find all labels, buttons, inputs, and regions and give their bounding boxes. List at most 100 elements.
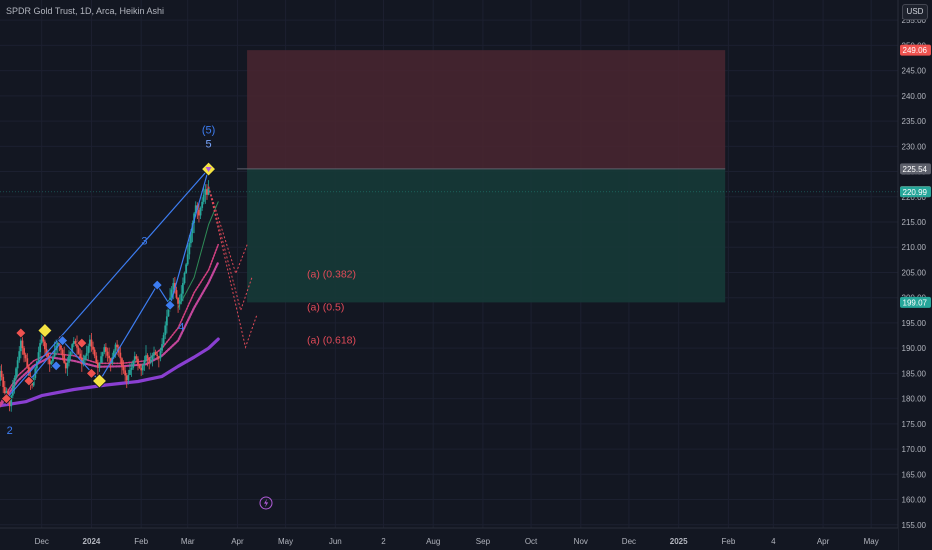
candle	[69, 351, 72, 356]
y-tick-label: 155.00	[902, 521, 927, 530]
x-tick-label: 2024	[83, 537, 101, 546]
pivot-marker	[37, 322, 53, 339]
candle	[172, 283, 175, 290]
wave-label: 5	[206, 138, 212, 150]
candle	[185, 264, 188, 273]
x-tick-label: Apr	[817, 537, 830, 546]
pivot-marker	[76, 337, 88, 349]
candle	[37, 352, 40, 362]
candle	[26, 358, 29, 367]
lightning-icon[interactable]	[259, 496, 273, 510]
ma-slow	[0, 337, 220, 408]
candle	[204, 189, 207, 195]
candle	[175, 290, 178, 298]
pivot-markers	[0, 161, 217, 405]
candle	[121, 358, 123, 367]
candle	[5, 391, 8, 394]
candle	[88, 339, 91, 347]
price-tag	[900, 44, 931, 56]
candle	[61, 349, 64, 356]
candle	[104, 347, 107, 352]
candle	[180, 293, 183, 301]
x-tick-label: May	[864, 537, 879, 546]
candle	[129, 369, 131, 375]
candle	[207, 187, 210, 195]
y-tick-label: 165.00	[902, 470, 927, 479]
y-tick-label: 215.00	[902, 218, 927, 227]
candle	[190, 233, 192, 244]
candle	[162, 335, 165, 345]
candle	[53, 350, 56, 357]
candle	[77, 347, 80, 354]
x-tick-label: Feb	[721, 537, 735, 546]
fib-projections: (a) (0.382) (a) (0.5) (a) (0.618)	[208, 186, 356, 349]
pivot-marker	[50, 360, 62, 372]
candle	[161, 344, 163, 351]
y-tick-label: 195.00	[902, 319, 927, 328]
candle	[56, 342, 59, 346]
candle	[79, 353, 82, 359]
candle	[194, 205, 197, 214]
candle	[145, 355, 147, 361]
candle	[64, 362, 67, 369]
x-tick-label: 2	[381, 537, 386, 546]
candle	[119, 352, 122, 359]
candle	[140, 367, 143, 371]
candle	[13, 377, 16, 387]
wave-labels: (5)5 3 4 2	[7, 125, 216, 437]
y-tick-label: 160.00	[902, 496, 927, 505]
candle	[151, 355, 154, 360]
candle	[143, 360, 146, 365]
x-tick-label: Feb	[134, 537, 148, 546]
candle	[202, 194, 205, 202]
y-tick-label: 190.00	[902, 344, 927, 353]
candle	[198, 209, 200, 216]
candle	[199, 207, 202, 216]
projection-line	[208, 186, 258, 349]
candle	[100, 356, 102, 363]
candle	[167, 306, 170, 317]
pivot-marker	[151, 279, 163, 291]
candle	[96, 362, 99, 368]
wave-line	[28, 168, 210, 382]
x-tick-label: Jun	[329, 537, 342, 546]
y-tick-label: 240.00	[902, 92, 927, 101]
candle	[44, 341, 46, 350]
y-tick-label: 255.00	[902, 16, 927, 25]
candle	[74, 341, 77, 344]
symbol-title: SPDR Gold Trust, 1D, Arca, Heikin Ashi	[6, 6, 165, 16]
pivot-inner	[205, 167, 212, 173]
candle	[138, 364, 141, 368]
candle	[206, 189, 208, 195]
x-tick-label: Apr	[231, 537, 244, 546]
candle	[92, 346, 94, 350]
pivot-marker	[23, 375, 35, 387]
wave-label: 3	[141, 236, 147, 248]
x-tick-label: Aug	[426, 537, 440, 546]
y-tick-label: 245.00	[902, 67, 927, 76]
x-tick-label: Mar	[181, 537, 195, 546]
candle	[82, 359, 85, 365]
candle	[183, 272, 186, 284]
stop-zone	[247, 50, 726, 169]
candle	[40, 333, 43, 344]
price-tag-label: 249.06	[903, 46, 928, 55]
candle	[32, 377, 35, 386]
candles	[0, 180, 210, 412]
pivot-marker	[57, 335, 69, 347]
y-tick-label: 180.00	[902, 395, 927, 404]
candle	[52, 356, 54, 362]
y-tick-label: 235.00	[902, 117, 927, 126]
wave-line	[5, 168, 210, 399]
candle	[153, 352, 155, 356]
candle	[39, 343, 42, 353]
candle	[15, 368, 17, 378]
x-tick-label: 4	[771, 537, 776, 546]
wave-label: 4	[178, 322, 184, 334]
candle	[50, 361, 53, 365]
currency-button[interactable]: USD	[902, 4, 928, 20]
candle	[31, 382, 33, 386]
